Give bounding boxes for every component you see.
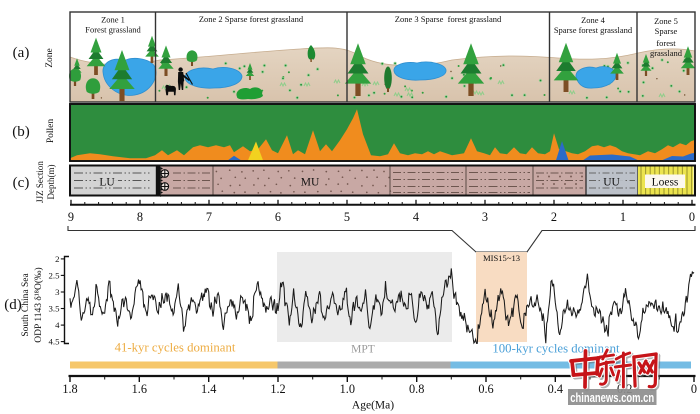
svg-text:9: 9 (68, 210, 74, 224)
svg-text:0.8: 0.8 (409, 382, 424, 396)
svg-text:Zone 3 Sparse forest grasslan: Zone 3 Sparse forest grassland (395, 14, 502, 24)
svg-text:41-kyr cycles dominant: 41-kyr cycles dominant (115, 341, 236, 355)
svg-text:1.2: 1.2 (270, 382, 285, 396)
svg-text:1: 1 (620, 210, 626, 224)
svg-text:Zone 4: Zone 4 (581, 15, 606, 25)
svg-text:(c): (c) (13, 175, 30, 191)
svg-text:Age(Ma): Age(Ma) (352, 400, 394, 412)
svg-text:chinanews.com.cn: chinanews.com.cn (570, 390, 654, 405)
svg-text:3: 3 (482, 210, 488, 224)
svg-text:Pollen: Pollen (46, 119, 56, 144)
svg-text:1.4: 1.4 (201, 382, 216, 396)
svg-text:1.6: 1.6 (132, 382, 147, 396)
svg-text:ODP 1143 δ¹⁸O(‰): ODP 1143 δ¹⁸O(‰) (33, 267, 44, 342)
svg-text:0: 0 (689, 210, 695, 224)
svg-text:Sparse: Sparse (655, 26, 678, 36)
svg-text:Loess: Loess (652, 177, 679, 189)
svg-text:3.5: 3.5 (49, 304, 61, 314)
svg-text:4: 4 (55, 320, 60, 330)
svg-text:(d): (d) (4, 297, 22, 313)
svg-text:Zone 1: Zone 1 (101, 14, 125, 24)
svg-text:6: 6 (275, 210, 281, 224)
svg-text:Sparse forest grassland: Sparse forest grassland (554, 25, 633, 35)
svg-text:8: 8 (137, 210, 143, 224)
svg-text:LU: LU (99, 177, 115, 189)
svg-text:2.5: 2.5 (49, 270, 61, 280)
svg-text:3: 3 (55, 287, 60, 297)
svg-text:4: 4 (413, 210, 419, 224)
svg-text:forest: forest (656, 38, 676, 48)
svg-text:0.6: 0.6 (478, 382, 493, 396)
svg-text:Zone: Zone (45, 48, 55, 68)
svg-text:MU: MU (301, 177, 320, 189)
svg-text:7: 7 (206, 210, 212, 224)
svg-text:Depth(m): Depth(m) (46, 165, 56, 200)
svg-text:grassland: grassland (650, 48, 683, 58)
svg-text:Zone 2 Sparse forest grassland: Zone 2 Sparse forest grassland (199, 14, 304, 24)
svg-text:2: 2 (55, 254, 59, 264)
svg-text:100-kyr cycles dominant: 100-kyr cycles dominant (492, 342, 620, 356)
svg-text:0.4: 0.4 (548, 382, 563, 396)
svg-text:MPT: MPT (351, 344, 375, 356)
svg-text:1.8: 1.8 (62, 382, 77, 396)
svg-text:1.0: 1.0 (340, 382, 355, 396)
svg-text:2: 2 (551, 210, 557, 224)
svg-text:4.5: 4.5 (49, 337, 61, 347)
svg-text:Zone 5: Zone 5 (654, 16, 678, 26)
svg-text:(b): (b) (12, 124, 30, 140)
svg-text:UU: UU (603, 177, 620, 189)
svg-text:MIS15~13: MIS15~13 (483, 253, 520, 263)
svg-text:5: 5 (344, 210, 350, 224)
svg-text:South China Sea: South China Sea (21, 273, 31, 337)
svg-text:0: 0 (691, 382, 697, 396)
svg-text:(a): (a) (13, 45, 30, 61)
svg-text:JJZ Section: JJZ Section (35, 161, 45, 203)
svg-text:Forest grassland: Forest grassland (85, 24, 141, 34)
